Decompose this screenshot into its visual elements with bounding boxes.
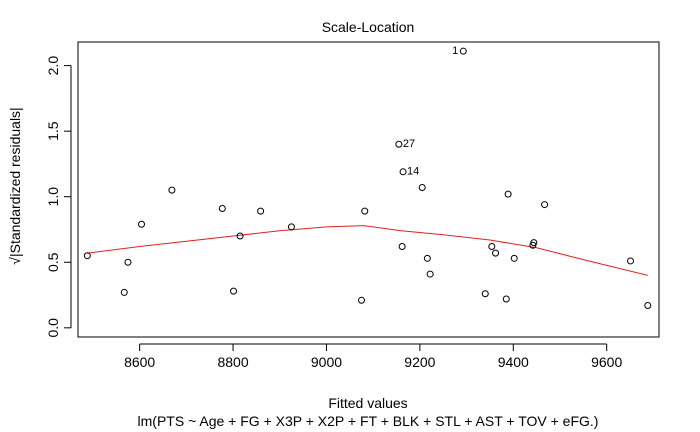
data-point [504, 190, 512, 198]
data-point [530, 239, 538, 247]
y-tick-label: 1.0 [45, 187, 61, 207]
point-label: 27 [403, 138, 415, 150]
x-tick-label: 9400 [498, 354, 529, 370]
y-tick-label: 0.0 [45, 318, 61, 338]
y-tick-label: 1.5 [45, 121, 61, 141]
data-point [399, 168, 407, 176]
data-point [257, 207, 265, 215]
y-tick-label: 0.5 [45, 252, 61, 272]
x-tick-label: 9600 [591, 354, 622, 370]
data-point [502, 295, 510, 303]
y-tick-label: 2.0 [45, 56, 61, 76]
smooth-trend-line [87, 225, 648, 276]
data-point [426, 270, 434, 278]
data-point [395, 140, 403, 148]
data-point [418, 184, 426, 192]
x-axis-label: Fitted values [328, 395, 407, 411]
data-point [138, 220, 146, 228]
data-point [168, 186, 176, 194]
data-point [398, 243, 406, 251]
data-point [627, 257, 635, 265]
plot-frame [77, 41, 660, 338]
point-label: 14 [407, 166, 419, 178]
data-point [83, 252, 91, 260]
data-point [218, 205, 226, 213]
x-tick-label: 8800 [217, 354, 248, 370]
data-point [120, 288, 128, 296]
point-label: 1 [452, 45, 458, 57]
data-point [124, 258, 132, 266]
data-point [357, 296, 365, 304]
y-axis-label: √|Standardized residuals| [7, 107, 23, 264]
x-tick-label: 8600 [124, 354, 155, 370]
data-point [230, 287, 238, 295]
chart-title: Scale-Location [322, 19, 415, 35]
data-point [236, 232, 244, 240]
data-point [361, 207, 369, 215]
data-point [488, 243, 496, 251]
data-point [459, 47, 467, 55]
data-point [644, 302, 652, 310]
data-point [541, 201, 549, 209]
data-point [492, 249, 500, 257]
x-tick-label: 9200 [404, 354, 435, 370]
data-point [423, 254, 431, 262]
x-tick-label: 9000 [311, 354, 342, 370]
data-point [287, 223, 295, 231]
data-point [481, 290, 489, 298]
model-formula-subtitle: lm(PTS ~ Age + FG + X3P + X2P + FT + BLK… [138, 413, 599, 429]
data-point [510, 254, 518, 262]
